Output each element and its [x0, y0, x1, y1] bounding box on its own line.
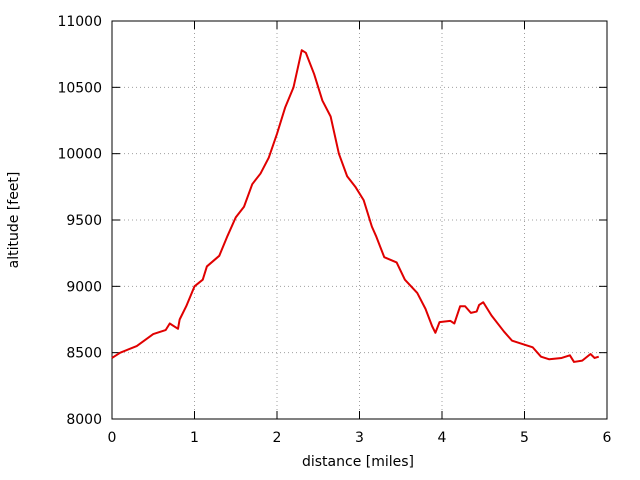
x-tick-label: 6 [603, 430, 612, 446]
x-tick-label: 3 [355, 430, 364, 446]
x-tick-label: 5 [520, 430, 529, 446]
x-tick-label: 4 [438, 430, 447, 446]
y-tick-label: 9000 [66, 279, 102, 295]
y-tick-label: 10500 [57, 80, 102, 96]
y-tick-label: 11000 [57, 14, 102, 30]
x-tick-label: 0 [108, 430, 117, 446]
y-tick-label: 10000 [57, 147, 102, 163]
x-tick-label: 2 [273, 430, 282, 446]
y-tick-label: 9500 [66, 213, 102, 229]
y-axis-label: altitude [feet] [6, 172, 22, 269]
x-axis-label: distance [miles] [302, 454, 414, 470]
plot-frame [111, 20, 608, 420]
elevation-line [111, 49, 600, 363]
y-tick-label: 8500 [66, 346, 102, 362]
y-tick-label: 8000 [66, 412, 102, 428]
x-tick-label: 1 [190, 430, 199, 446]
